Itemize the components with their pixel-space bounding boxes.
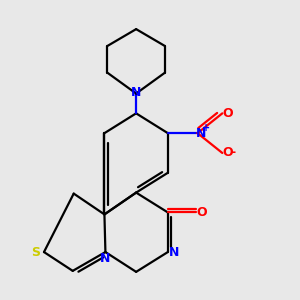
Text: N: N [100,252,111,265]
Text: +: + [202,123,211,133]
Text: N: N [196,127,206,140]
Text: N: N [169,245,180,259]
Text: O: O [196,206,207,219]
Text: -: - [230,146,236,160]
Text: O: O [222,146,233,160]
Text: S: S [31,245,40,259]
Text: O: O [222,107,233,120]
Text: N: N [131,85,141,98]
